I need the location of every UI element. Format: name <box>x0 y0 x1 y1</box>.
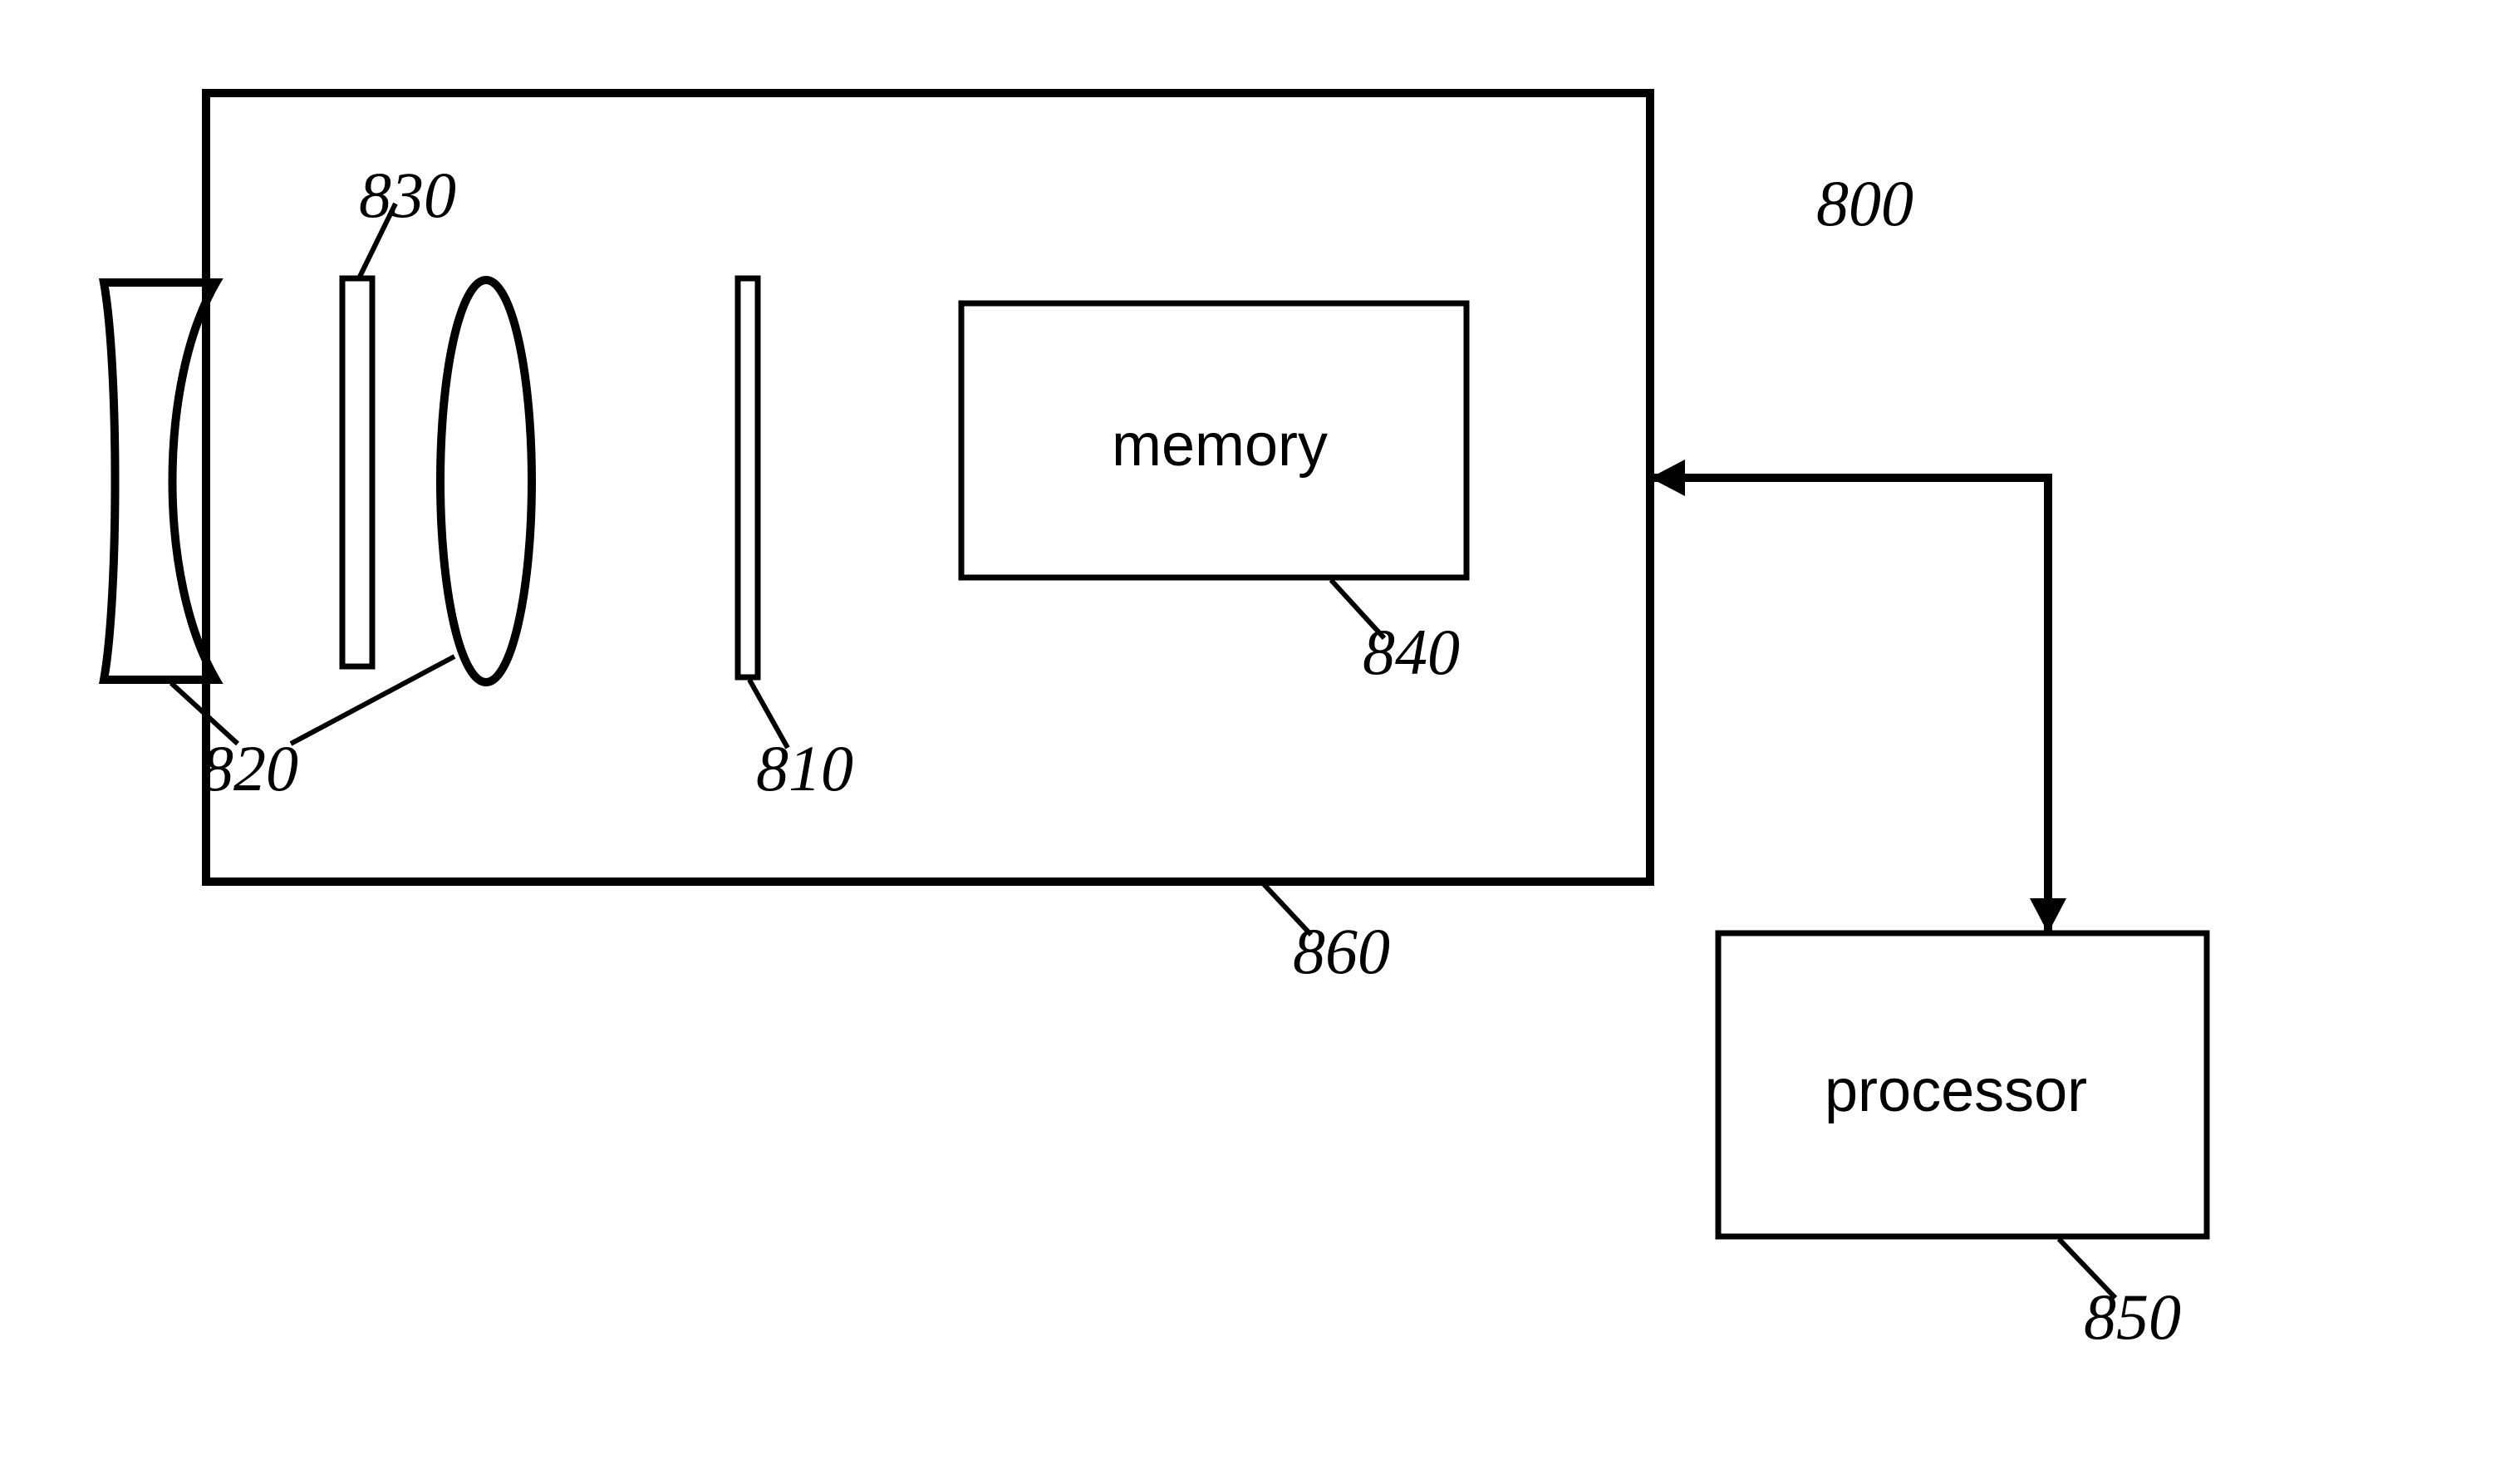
ref-840: 840 <box>1363 615 1460 690</box>
leader-820b <box>291 656 454 744</box>
label-memory: memory <box>1112 411 1328 479</box>
ref-830: 830 <box>359 158 456 233</box>
ref-860: 860 <box>1293 914 1390 989</box>
ref-850: 850 <box>2084 1280 2181 1354</box>
filter-830 <box>342 278 372 666</box>
lens-convex-820 <box>440 280 532 682</box>
diagram-stage: 800 830 820 810 840 860 850 memory proce… <box>0 0 2520 1460</box>
connector-arrow-left <box>1650 460 1685 496</box>
ref-800: 800 <box>1816 166 1913 241</box>
lens-concave-820 <box>104 283 216 680</box>
ref-820: 820 <box>201 731 298 806</box>
label-processor: processor <box>1825 1057 2087 1125</box>
connector-arrow-down <box>2030 898 2066 933</box>
sensor-810 <box>738 278 758 677</box>
connector-line <box>1650 478 2048 933</box>
ref-810: 810 <box>756 731 853 806</box>
